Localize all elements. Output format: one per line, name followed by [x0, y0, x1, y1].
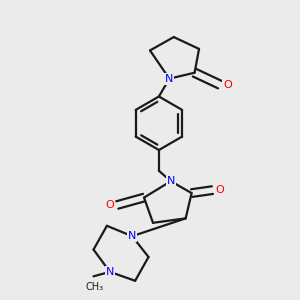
Text: N: N [128, 231, 136, 241]
Text: O: O [223, 80, 232, 90]
Text: N: N [106, 267, 114, 277]
Text: O: O [105, 200, 114, 210]
Text: N: N [165, 74, 173, 84]
Text: CH₃: CH₃ [86, 282, 104, 292]
Text: O: O [216, 185, 224, 195]
Text: N: N [167, 176, 175, 186]
